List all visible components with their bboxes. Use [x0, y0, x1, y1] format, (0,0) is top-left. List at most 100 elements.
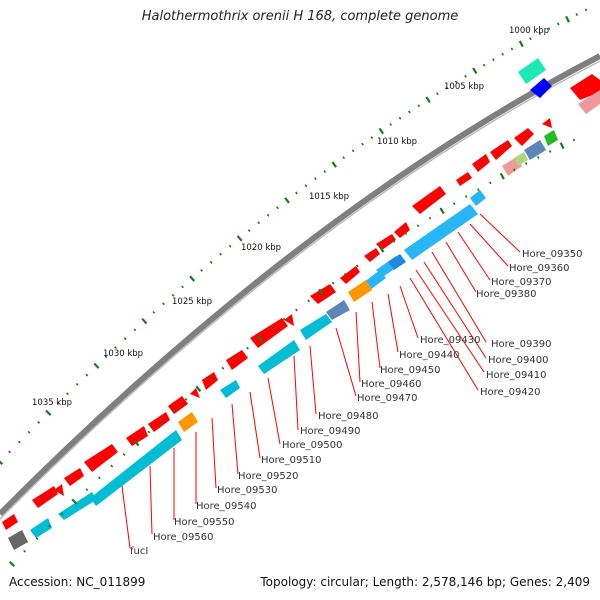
minor-tick: [27, 430, 31, 434]
gene-block: [514, 152, 528, 166]
minor-tick: [575, 13, 579, 16]
leader-line: [231, 403, 239, 475]
major-tick: [559, 142, 565, 149]
minor-tick: [295, 308, 298, 312]
minor-tick: [35, 537, 39, 540]
gene-label: Hore_09400: [488, 355, 549, 366]
gene-arrow: [148, 412, 170, 432]
ruler-label-1000: 1000 kbp: [509, 26, 549, 36]
minor-tick: [404, 232, 408, 235]
minor-tick: [209, 260, 213, 264]
gene-label: Hore_09360: [509, 263, 570, 274]
gene-block: [58, 492, 96, 520]
minor-tick: [147, 430, 151, 434]
gene-block: [530, 78, 552, 98]
minor-tick: [152, 310, 156, 314]
genome-backbone: [0, 53, 600, 517]
major-tick: [195, 385, 202, 393]
gene-block: [30, 518, 52, 538]
major-tick: [189, 275, 196, 282]
major-tick: [141, 317, 148, 325]
gene-block: [258, 340, 300, 374]
leader-line: [423, 261, 487, 359]
gene-arrow: [202, 372, 218, 390]
minor-tick: [122, 453, 126, 457]
minor-tick: [8, 450, 12, 454]
minor-tick: [123, 337, 127, 341]
minor-tick: [246, 346, 249, 350]
gene-block: [388, 254, 406, 270]
gene-block: [8, 530, 28, 550]
minor-tick: [361, 142, 364, 146]
gene-arrow-small: [542, 118, 552, 128]
gene-label: Hore_09520: [238, 471, 299, 482]
ruler-label-1020: 1020 kbp: [241, 243, 281, 253]
leader-line: [249, 391, 261, 459]
minor-tick: [171, 293, 175, 297]
minor-tick: [314, 177, 317, 181]
minor-tick: [408, 110, 411, 114]
minor-tick: [538, 32, 542, 36]
gene-arrow: [340, 266, 360, 284]
minor-tick: [48, 524, 51, 528]
gene-arrow: [570, 74, 600, 100]
gene-label: Hore_09500: [282, 440, 343, 451]
gene-block: [544, 130, 558, 146]
gene-block: [524, 140, 546, 160]
minor-tick: [556, 22, 560, 26]
major-tick: [331, 161, 337, 168]
minor-tick: [323, 170, 327, 173]
major-tick: [0, 460, 4, 465]
major-tick: [71, 498, 78, 505]
major-tick: [378, 127, 385, 135]
gene-label: Hore_09510: [261, 455, 322, 466]
minor-tick: [110, 464, 114, 468]
major-tick: [499, 172, 505, 180]
gene-label: Hore_09540: [196, 501, 257, 512]
leader-line: [431, 251, 487, 343]
gene-arrow-small: [54, 484, 64, 496]
leader-line: [445, 241, 477, 293]
minor-tick: [133, 328, 137, 332]
leader-line: [409, 277, 479, 391]
gene-block: [578, 90, 600, 114]
gene-label: Hore_09430: [420, 335, 481, 346]
major-tick: [284, 197, 290, 204]
minor-tick: [23, 549, 26, 553]
minor-tick: [389, 123, 392, 127]
minor-tick: [524, 162, 528, 165]
major-tick: [472, 67, 478, 74]
minor-tick: [17, 440, 21, 444]
minor-tick: [356, 264, 359, 268]
minor-tick: [162, 302, 165, 306]
minor-tick: [104, 355, 108, 359]
minor-tick: [200, 268, 203, 272]
gene-arrow: [376, 234, 396, 250]
minor-tick: [181, 285, 184, 289]
gene-block: [518, 58, 546, 84]
gene-label: Hore_09350: [522, 249, 583, 260]
leader-line: [121, 485, 131, 549]
gene-block: [90, 430, 182, 506]
gene-arrow: [412, 186, 446, 214]
minor-tick: [257, 221, 261, 225]
minor-tick: [392, 239, 396, 243]
minor-tick: [501, 52, 504, 56]
minor-tick: [464, 74, 467, 78]
gene-label: Hore_09550: [174, 517, 235, 528]
minor-tick: [529, 37, 532, 41]
gene-arrow: [126, 426, 148, 446]
label-leaders: [121, 213, 521, 549]
gene-arrow: [364, 248, 380, 262]
minor-tick: [307, 299, 311, 303]
ruler-label-1010: 1010 kbp: [377, 137, 417, 147]
major-tick: [518, 40, 524, 48]
gene-arrow-small: [190, 388, 200, 398]
leader-line: [457, 231, 491, 281]
reverse-strand-genes: [8, 90, 600, 550]
leader-line: [149, 465, 153, 535]
minor-tick: [342, 156, 346, 160]
minor-tick: [247, 229, 251, 232]
gene-arrow: [456, 172, 472, 186]
